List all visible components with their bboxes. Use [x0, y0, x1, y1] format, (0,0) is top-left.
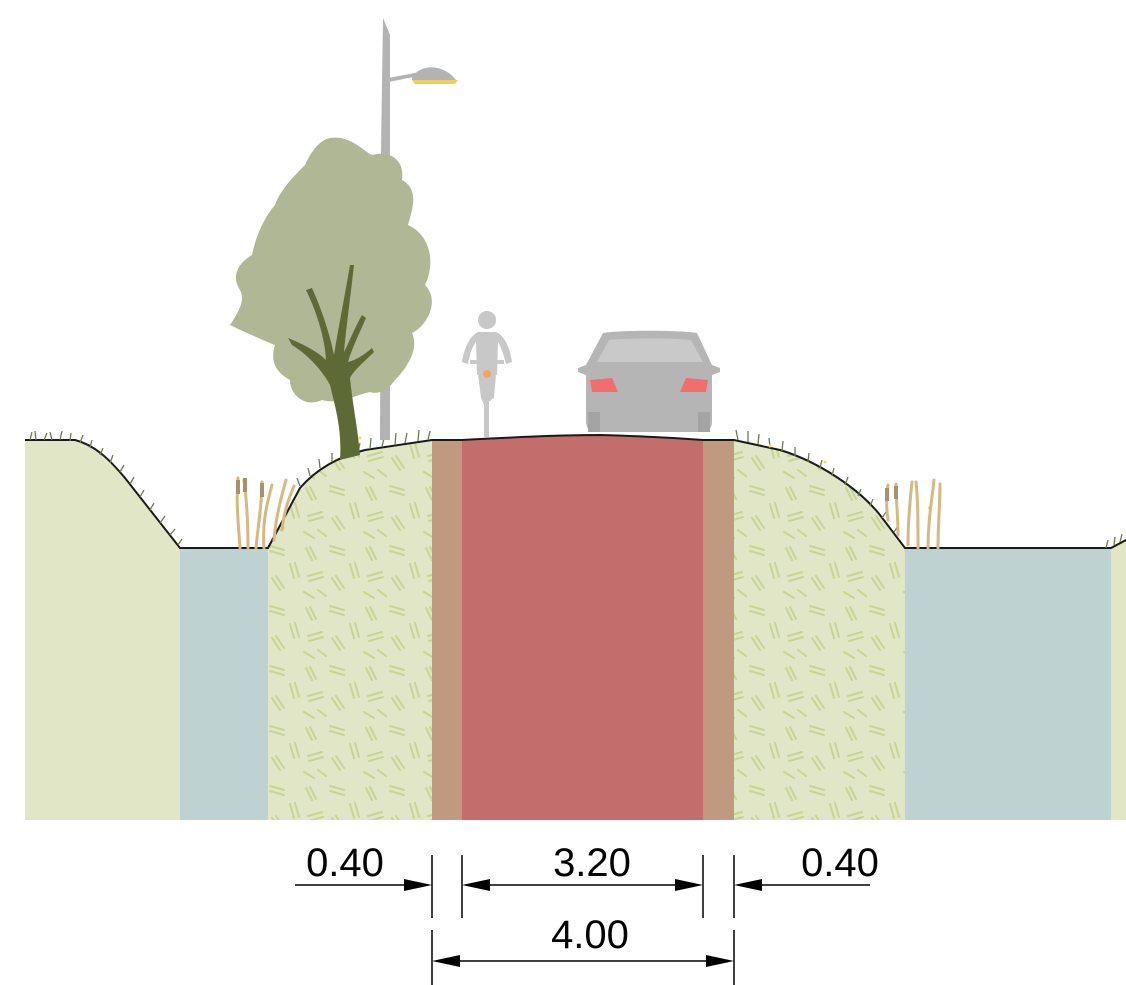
reeds-icon: [235, 476, 296, 550]
road-surface: [462, 435, 703, 820]
dimension-label-right-verge: 0.40: [801, 841, 879, 885]
left-ditch-water: [180, 548, 268, 820]
tree-icon: [230, 137, 432, 460]
arrow-carriageway-start: [462, 879, 490, 891]
arrow-total-start: [432, 955, 460, 967]
right-field: [1111, 540, 1126, 820]
arrow-carriageway-end: [675, 879, 703, 891]
dimension-label-total: 4.00: [551, 913, 629, 957]
left-verge: [432, 440, 462, 820]
left-field: [25, 440, 180, 820]
car-icon: [578, 330, 720, 432]
dimension-label-left-verge: 0.40: [306, 841, 384, 885]
right-verge: [703, 440, 734, 820]
dimension-lines: [295, 855, 870, 985]
right-ditch-water: [905, 548, 1111, 820]
cyclist-icon: [462, 311, 512, 437]
dimension-label-carriageway: 3.20: [553, 841, 631, 885]
arrow-right-verge: [734, 879, 762, 891]
ground-profile-line: [25, 433, 1126, 549]
reeds-icon: [885, 478, 942, 550]
arrow-left-verge: [404, 879, 432, 891]
grass-tufts: [29, 429, 1123, 549]
arrow-total-end: [706, 955, 734, 967]
